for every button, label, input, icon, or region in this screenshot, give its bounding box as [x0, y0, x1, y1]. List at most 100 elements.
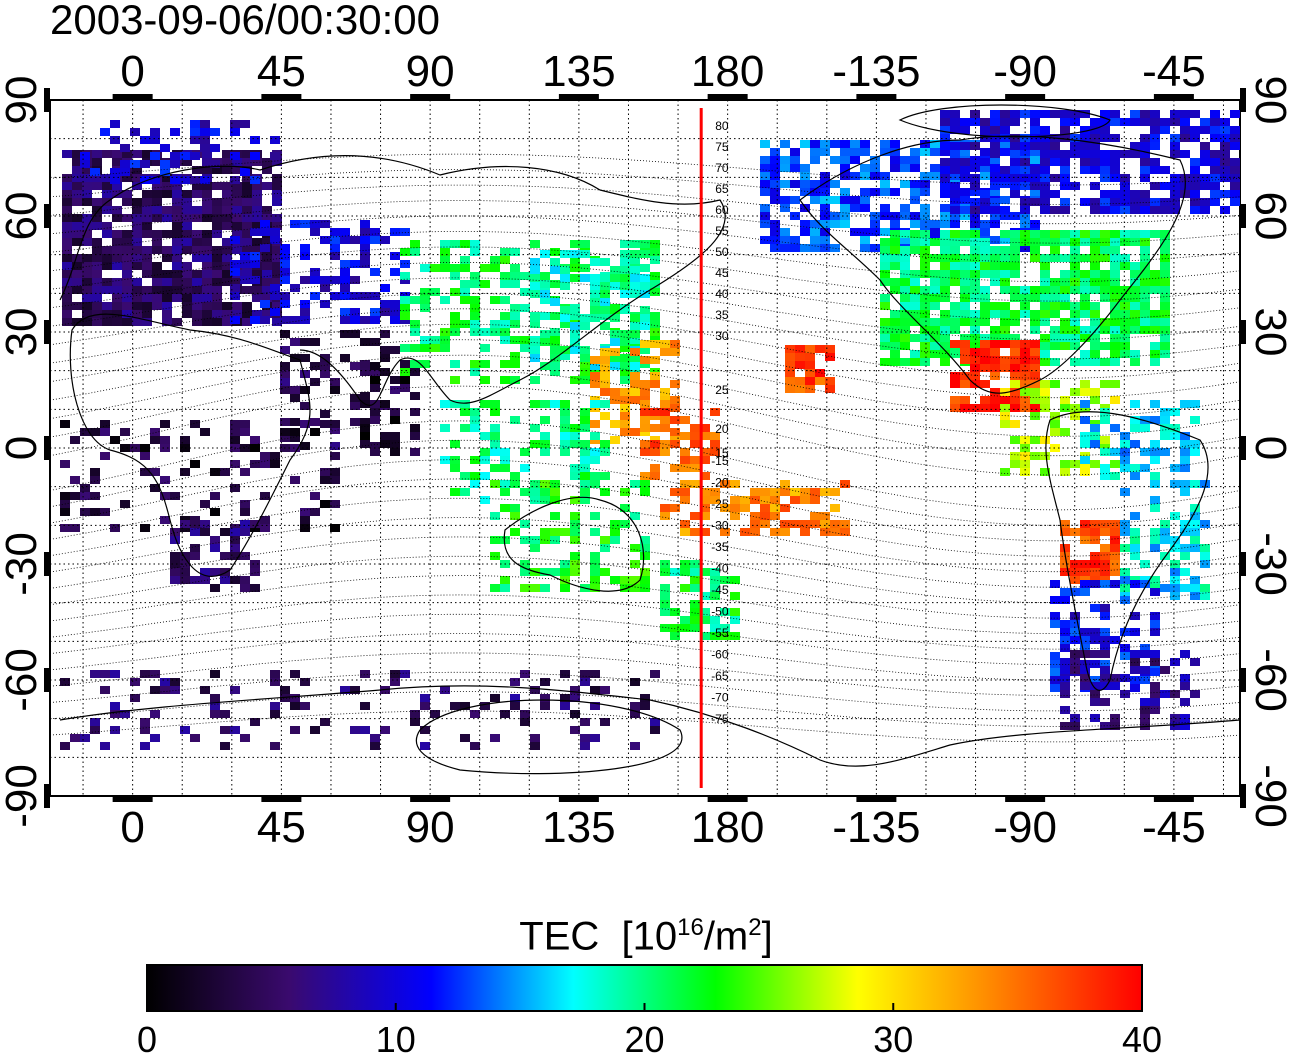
tec-cell	[320, 220, 330, 228]
tec-cell	[720, 504, 730, 512]
tec-cell	[540, 488, 550, 496]
tec-cell	[630, 396, 640, 404]
tec-cell	[1040, 198, 1050, 206]
bottom-axis-label: -135	[832, 803, 920, 852]
tec-cell	[1150, 650, 1160, 658]
tec-cell	[650, 408, 660, 416]
tec-cell	[90, 468, 100, 476]
tec-cell	[670, 404, 680, 412]
tec-cell	[1180, 698, 1190, 706]
tec-cell	[980, 238, 990, 246]
tec-cell	[670, 624, 680, 632]
tec-cell	[450, 464, 460, 472]
tec-cell	[1170, 584, 1180, 592]
tec-cell	[190, 120, 200, 128]
tec-cell	[1190, 166, 1200, 174]
tec-cell	[1040, 190, 1050, 198]
tec-cell	[940, 148, 950, 156]
tec-cell	[910, 310, 920, 318]
tec-cell	[112, 278, 122, 286]
tec-cell	[910, 358, 920, 366]
tec-cell	[252, 246, 262, 254]
tec-cell	[230, 484, 240, 492]
tec-cell	[262, 294, 272, 302]
tec-cell	[1080, 400, 1090, 408]
tec-cell	[1040, 110, 1050, 118]
tec-cell	[100, 686, 110, 694]
tec-cell	[162, 270, 172, 278]
tec-cell	[810, 156, 820, 164]
tec-cell	[920, 334, 930, 342]
tec-cell	[1080, 270, 1090, 278]
tec-cell	[490, 536, 500, 544]
tec-cell	[290, 428, 300, 436]
tec-cell	[1040, 436, 1050, 444]
tec-cell	[1110, 580, 1120, 588]
tec-cell	[1100, 342, 1110, 350]
tec-cell	[1050, 342, 1060, 350]
tec-cell	[1080, 520, 1090, 528]
tec-cell	[1050, 302, 1060, 310]
tec-cell	[1170, 512, 1180, 520]
axis-tick-mark	[1240, 204, 1246, 228]
tec-cell	[320, 362, 330, 370]
tec-cell	[1120, 584, 1130, 592]
tec-cell	[560, 568, 570, 576]
tec-cell	[62, 182, 72, 190]
tec-cell	[1090, 134, 1100, 142]
magnetic-contour	[49, 339, 1241, 418]
tec-cell	[260, 460, 270, 468]
tec-cell	[1110, 270, 1120, 278]
tec-cell	[310, 508, 320, 516]
tec-cell	[1110, 396, 1120, 404]
tec-cell	[1080, 682, 1090, 690]
tec-cell	[172, 182, 182, 190]
tec-cell	[1020, 404, 1030, 412]
tec-cell	[240, 576, 250, 584]
tec-cell	[142, 246, 152, 254]
tec-cell	[500, 360, 510, 368]
tec-cell	[72, 166, 82, 174]
tec-cell	[440, 456, 450, 464]
tec-cell	[1100, 464, 1110, 472]
tec-cell	[410, 424, 420, 432]
tec-cell	[202, 230, 212, 238]
tec-cell	[290, 476, 300, 484]
tec-cell	[1010, 460, 1020, 468]
tec-cell	[815, 369, 825, 377]
tec-cell	[1190, 174, 1200, 182]
tec-cell	[880, 302, 890, 310]
tec-cell	[182, 278, 192, 286]
tec-cell	[1150, 110, 1160, 118]
tec-cell	[72, 150, 82, 158]
contour-label: 70	[715, 161, 729, 175]
tec-cell	[1040, 388, 1050, 396]
tec-cell	[1050, 310, 1060, 318]
contour-label: 15	[715, 446, 729, 460]
tec-cell	[360, 220, 370, 228]
tec-cell	[1000, 148, 1010, 156]
tec-cell	[1100, 150, 1110, 158]
tec-cell	[530, 742, 540, 750]
tec-cell	[660, 408, 670, 416]
tec-cell	[252, 238, 262, 246]
tec-cell	[990, 174, 1000, 182]
tec-cell	[800, 496, 810, 504]
tec-cell	[420, 726, 430, 734]
tec-cell	[850, 140, 860, 148]
tec-cell	[390, 408, 400, 416]
tec-cell	[1170, 690, 1180, 698]
tec-cell	[570, 464, 580, 472]
tec-cell	[430, 710, 440, 718]
tec-cell	[1160, 182, 1170, 190]
tec-cell	[460, 702, 470, 710]
tec-cell	[72, 222, 82, 230]
tec-cell	[62, 270, 72, 278]
tec-cell	[1030, 246, 1040, 254]
tec-cell	[272, 278, 282, 286]
tec-cell	[1130, 142, 1140, 150]
tec-cell	[730, 504, 740, 512]
tec-cell	[930, 334, 940, 342]
tec-cell	[520, 584, 530, 592]
tec-cell	[272, 302, 282, 310]
